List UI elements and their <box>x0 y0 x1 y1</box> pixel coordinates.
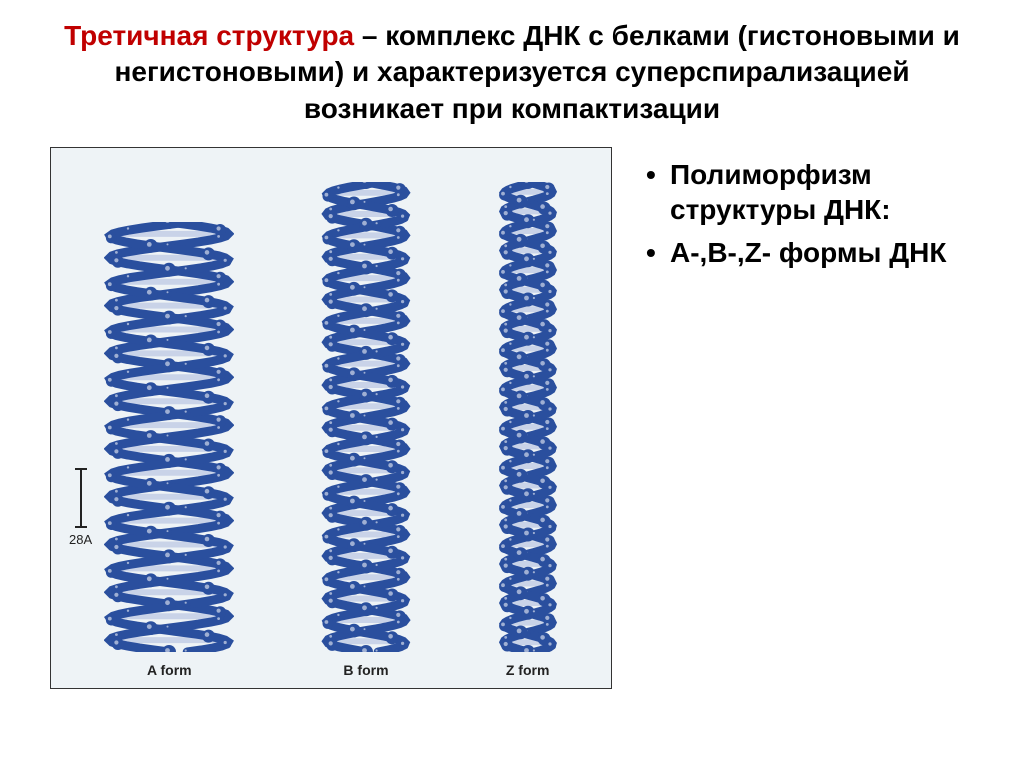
slide: Третичная структура – комплекс ДНК с бел… <box>0 0 1024 767</box>
bullet-item-0: Полиморфизм структуры ДНК: <box>642 157 984 227</box>
helix-label-0: A form <box>147 662 192 678</box>
title-highlight: Третичная структура <box>64 20 354 51</box>
slide-title: Третичная структура – комплекс ДНК с бел… <box>52 18 972 127</box>
bullet-list: Полиморфизм структуры ДНК: А-,В-,Z- формы… <box>632 147 984 278</box>
helix-label-1: B form <box>343 662 388 678</box>
bullet-item-1: А-,В-,Z- формы ДНК <box>642 235 984 270</box>
helix-group-0: A form <box>104 158 234 678</box>
dna-forms-figure: 28A A formB formZ form <box>50 147 612 689</box>
helix-group-2: Z form <box>498 158 558 678</box>
bullet-ul: Полиморфизм структуры ДНК: А-,В-,Z- формы… <box>642 157 984 270</box>
helix-0 <box>104 222 234 652</box>
helix-group-1: B form <box>321 158 411 678</box>
figure-inner: A form B form Z form <box>61 158 601 678</box>
helix-2 <box>498 182 558 652</box>
helix-label-2: Z form <box>506 662 550 678</box>
helix-1 <box>321 182 411 652</box>
content-row: 28A A formB formZ form Полиморфизм струк… <box>40 147 984 689</box>
